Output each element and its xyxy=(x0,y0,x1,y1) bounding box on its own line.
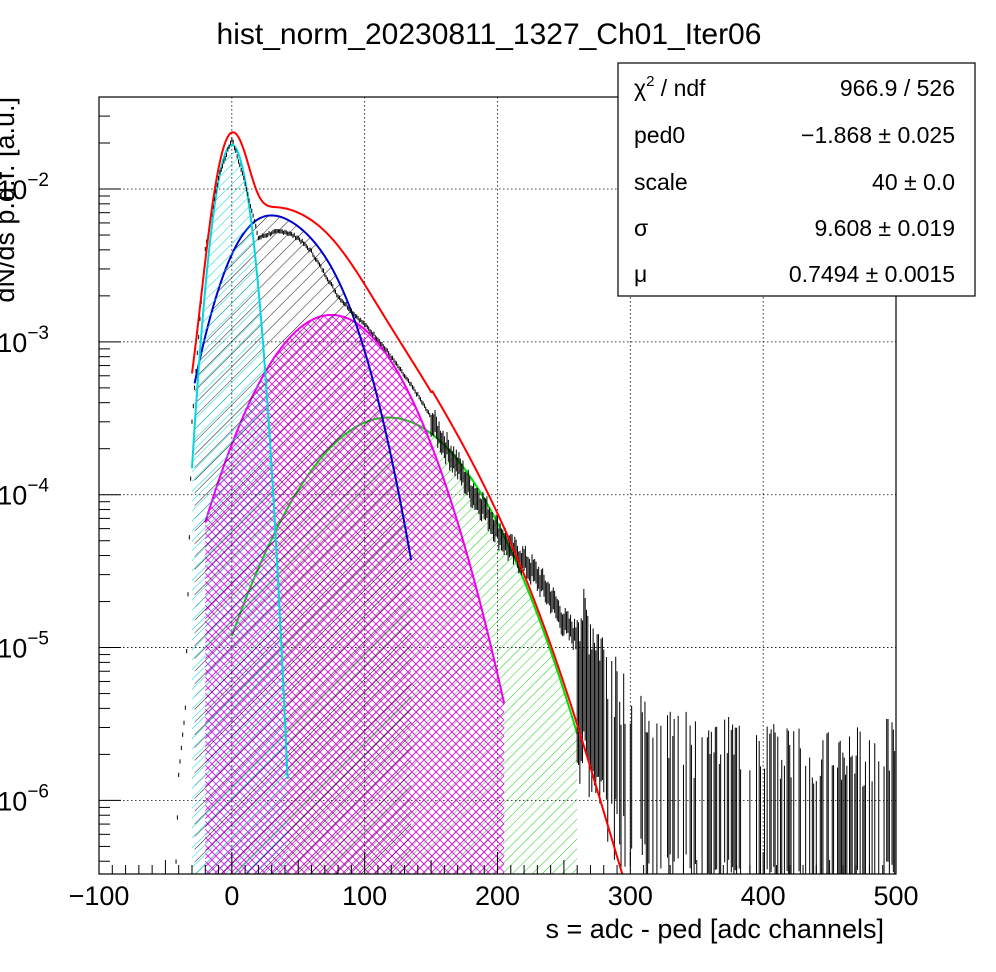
x-axis-title: s = adc - ped [adc channels] xyxy=(546,914,884,944)
stats-box-frame xyxy=(617,62,976,297)
series-pedestal-curve xyxy=(190,143,289,779)
y-tick-label: 10−5 xyxy=(0,629,49,664)
x-tick-label: −100 xyxy=(69,881,130,911)
stats-row-label: ped0 xyxy=(634,122,685,148)
x-tick-label: 400 xyxy=(741,881,786,911)
x-tick-label: 500 xyxy=(873,881,918,911)
data-histogram xyxy=(175,137,896,874)
series-pedestal-fill xyxy=(191,144,288,874)
x-tick-label: 300 xyxy=(608,881,653,911)
y-axis-title: dN/ds p.d.f. [a.u.] xyxy=(0,97,20,303)
axes: −100 0 100 200 300 400 500 10−2 10−3 10−4 10−5 10−6 xyxy=(0,96,919,911)
y-tick-label: 10−3 xyxy=(0,323,49,358)
stats-row-value: 966.9 / 526 xyxy=(840,75,955,101)
stats-row-label: χ2 / ndf xyxy=(634,73,706,101)
chart-title: hist_norm_20230811_1327_Ch01_Iter06 xyxy=(217,18,762,51)
x-tick-label: 100 xyxy=(342,881,387,911)
x-tick-label: 0 xyxy=(224,881,239,911)
x-tick-label: 200 xyxy=(475,881,520,911)
stats-row-label: μ xyxy=(634,261,647,287)
stats-row-label: σ xyxy=(634,215,648,241)
stats-row-value: 0.7494 ± 0.0015 xyxy=(789,261,955,287)
plot-frame xyxy=(98,96,897,875)
stats-row-value: 9.608 ± 0.019 xyxy=(814,215,955,241)
stats-row-label: scale xyxy=(634,169,688,195)
y-tick-label: 10−4 xyxy=(0,476,49,511)
stats-row-value: −1.868 ± 0.025 xyxy=(801,122,955,148)
stats-box: χ2 / ndf 966.9 / 526 ped0 −1.868 ± 0.025 sca… xyxy=(617,62,976,297)
y-tick-label: 10−2 xyxy=(0,170,49,205)
series-total-fit-curve xyxy=(190,131,624,874)
plot-area xyxy=(175,131,896,874)
stats-row-value: 40 ± 0.0 xyxy=(872,169,955,195)
y-tick-label: 10−6 xyxy=(0,781,49,816)
